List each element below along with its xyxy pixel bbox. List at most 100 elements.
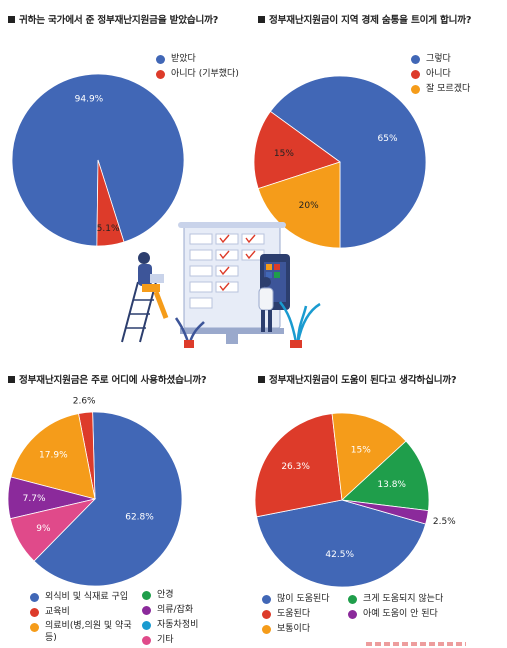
legend-label: 외식비 및 식재료 구입	[45, 592, 129, 602]
square-bullet-icon	[258, 376, 265, 383]
legend-usage-col2: 안경 의류/잡화 자동차정비 기타	[142, 588, 198, 648]
legend-item: 크게 도움되지 않는다	[348, 592, 443, 607]
question-3: 정부재난지원금은 주로 어디에 사용하셨습니까?	[8, 372, 207, 386]
legend-dot-icon	[30, 623, 39, 632]
legend-item: 아니다	[411, 67, 470, 82]
legend-item: 많이 도움된다	[262, 592, 330, 607]
question-1-text: 귀하는 국가에서 준 정부재난지원금을 받았습니까?	[19, 15, 219, 26]
pie-slice	[341, 440, 430, 512]
legend-dot-icon	[142, 636, 151, 645]
slice-value-label: 2.6%	[73, 396, 96, 406]
legend-dot-icon	[142, 606, 151, 615]
pie-slice	[257, 161, 341, 249]
legend-label: 기타	[157, 635, 174, 645]
pie-slice	[331, 412, 407, 501]
person-standing-icon	[258, 277, 274, 332]
legend-dot-icon	[262, 610, 271, 619]
legend-label: 보통이다	[277, 624, 311, 634]
legend-dot-icon	[348, 610, 357, 619]
slice-value-label: 17.9%	[39, 451, 68, 461]
legend-label: 많이 도움된다	[277, 594, 330, 604]
slice-value-label: 15%	[274, 149, 294, 159]
legend-label: 안경	[157, 590, 174, 600]
legend-dot-icon	[142, 621, 151, 630]
person-on-ladder-icon	[121, 252, 169, 343]
legend-dot-icon	[262, 595, 271, 604]
question-2: 정부재난지원금이 지역 경제 숨통을 트이게 합니까?	[258, 12, 471, 26]
pie-slice	[256, 499, 427, 588]
legend-received: 받았다 아니다 (기부했다)	[156, 52, 239, 82]
square-bullet-icon	[258, 16, 265, 23]
legend-item: 받았다	[156, 52, 239, 67]
question-3-text: 정부재난지원금은 주로 어디에 사용하셨습니까?	[19, 375, 207, 386]
checklist-board-icon	[178, 222, 286, 344]
legend-item: 의류/잡화	[142, 603, 198, 618]
legend-label: 자동차정비	[157, 620, 199, 630]
survey-illustration	[121, 222, 321, 348]
legend-help-col1: 많이 도움된다 도움된다 보통이다	[262, 592, 330, 637]
plant-icon	[174, 301, 321, 348]
pie-slice	[9, 498, 97, 562]
square-bullet-icon	[8, 16, 15, 23]
pie-slice	[254, 413, 343, 518]
slice-value-label: 65%	[378, 134, 398, 144]
slice-value-label: 26.3%	[281, 462, 310, 472]
legend-dot-icon	[30, 608, 39, 617]
slice-value-label: 9%	[36, 524, 51, 534]
legend-dot-icon	[142, 591, 151, 600]
legend-dot-icon	[156, 55, 165, 64]
legend-dot-icon	[411, 85, 420, 94]
legend-label: 의류/잡화	[157, 605, 194, 615]
pie-slice	[341, 499, 429, 525]
legend-label: 받았다	[171, 54, 196, 64]
legend-label: 크게 도움되지 않는다	[363, 594, 444, 604]
footer-decoration	[366, 642, 466, 646]
slice-value-label: 5.1%	[97, 224, 120, 234]
legend-item: 아예 도움이 안 된다	[348, 607, 443, 622]
legend-usage-col1: 외식비 및 식재료 구입 교육비 의료비(병,의원 및 약국 등)	[30, 590, 142, 644]
legend-item: 도움된다	[262, 607, 330, 622]
legend-label: 아예 도움이 안 된다	[363, 609, 438, 619]
legend-item: 의료비(병,의원 및 약국 등)	[30, 620, 142, 644]
legend-economy: 그렇다 아니다 잘 모르겠다	[411, 52, 470, 97]
legend-item: 교육비	[30, 605, 142, 620]
square-bullet-icon	[8, 376, 15, 383]
legend-label: 교육비	[45, 607, 70, 617]
legend-item: 기타	[142, 633, 198, 648]
pie-slice	[253, 110, 341, 190]
legend-label: 그렇다	[426, 54, 451, 64]
slice-value-label: 13.8%	[377, 480, 406, 490]
legend-dot-icon	[30, 593, 39, 602]
slice-value-label: 7.7%	[23, 494, 46, 504]
question-2-text: 정부재난지원금이 지역 경제 숨통을 트이게 합니까?	[269, 15, 472, 26]
pie-slice	[96, 159, 125, 247]
legend-help-col2: 크게 도움되지 않는다 아예 도움이 안 된다	[348, 592, 443, 622]
legend-item: 외식비 및 식재료 구입	[30, 590, 142, 605]
slice-value-label: 42.5%	[325, 550, 354, 560]
legend-item: 안경	[142, 588, 198, 603]
slice-value-label: 94.9%	[75, 95, 104, 105]
pie-slice	[10, 413, 96, 500]
legend-label: 의료비(병,의원 및 약국 등)	[45, 621, 132, 643]
question-4: 정부재난지원금이 도움이 된다고 생각하십니까?	[258, 372, 457, 386]
legend-dot-icon	[262, 625, 271, 634]
legend-item: 그렇다	[411, 52, 470, 67]
question-1: 귀하는 국가에서 준 정부재난지원금을 받았습니까?	[8, 12, 218, 26]
pie-slice	[33, 411, 183, 587]
slice-value-label: 20%	[299, 201, 319, 211]
legend-item: 보통이다	[262, 622, 330, 637]
slice-value-label: 62.8%	[125, 513, 154, 523]
legend-item: 잘 모르겠다	[411, 82, 470, 97]
legend-label: 아니다 (기부했다)	[171, 69, 239, 79]
slice-value-label: 2.5%	[433, 517, 456, 527]
legend-item: 자동차정비	[142, 618, 198, 633]
legend-label: 도움된다	[277, 609, 311, 619]
legend-label: 아니다	[426, 69, 451, 79]
slice-value-label: 15%	[351, 445, 371, 455]
legend-dot-icon	[411, 55, 420, 64]
legend-dot-icon	[348, 595, 357, 604]
legend-label: 잘 모르겠다	[426, 84, 471, 94]
legend-dot-icon	[156, 70, 165, 79]
pie-slice	[269, 75, 427, 249]
